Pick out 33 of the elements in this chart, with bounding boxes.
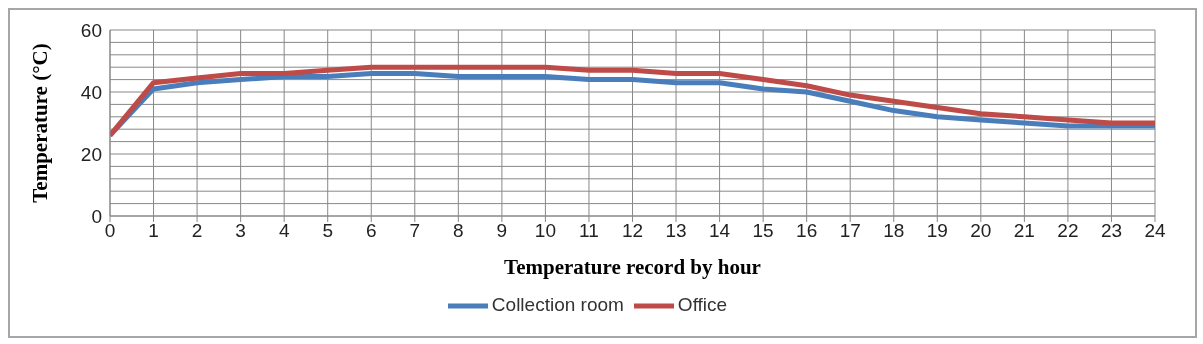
- x-tick-label: 12: [621, 220, 644, 242]
- x-tick-label: 24: [1144, 220, 1166, 242]
- x-tick-label: 23: [1100, 220, 1123, 242]
- x-tick-label: 15: [752, 220, 774, 242]
- x-tick-label: 20: [970, 220, 992, 242]
- x-tick-label: 14: [709, 220, 731, 242]
- x-tick-label: 7: [409, 220, 421, 242]
- y-tick-label: 60: [80, 19, 102, 41]
- x-tick-label: 2: [191, 220, 203, 242]
- x-tick-label: 6: [365, 220, 377, 242]
- x-tick-label: 19: [926, 220, 948, 242]
- x-tick-label: 1: [148, 220, 159, 242]
- x-tick-label: 4: [278, 220, 290, 242]
- y-tick-label: 40: [80, 81, 102, 103]
- x-tick-label: 13: [665, 220, 687, 242]
- x-tick-label: 10: [534, 220, 556, 242]
- y-tick-label: 0: [91, 205, 102, 227]
- x-axis-title: Temperature record by hour: [504, 255, 761, 279]
- legend-label: Collection room: [491, 294, 624, 316]
- x-tick-label: 8: [453, 220, 464, 242]
- y-axis-title: Temperature (°C): [28, 43, 53, 203]
- x-tick-label: 3: [235, 220, 246, 242]
- x-tick-label: 5: [322, 220, 333, 242]
- x-tick-label: 22: [1057, 220, 1079, 242]
- legend-label: Office: [677, 294, 728, 316]
- x-tick-label: 11: [579, 220, 599, 242]
- x-tick-label: 18: [883, 220, 905, 242]
- x-tick-label: 9: [496, 220, 508, 242]
- x-tick-label: 21: [1013, 220, 1035, 242]
- x-tick-label: 17: [839, 220, 861, 242]
- x-tick-label: 16: [796, 220, 818, 242]
- y-tick-label: 20: [80, 143, 102, 165]
- x-tick-label: 0: [104, 220, 116, 242]
